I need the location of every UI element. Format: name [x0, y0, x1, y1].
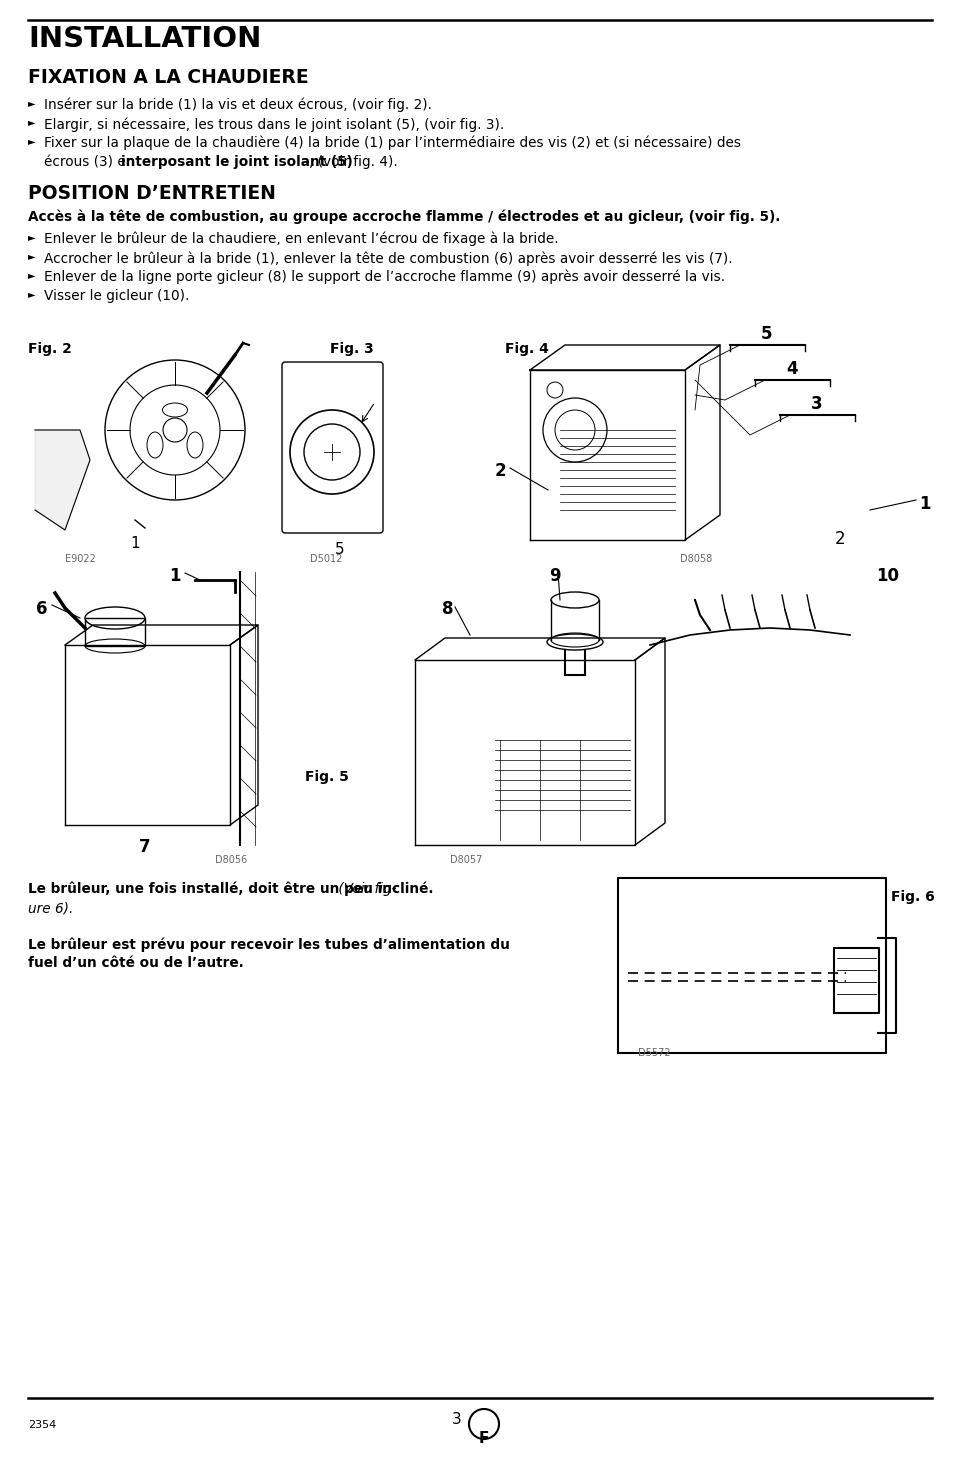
- Text: Le brûleur est prévu pour recevoir les tubes d’alimentation du: Le brûleur est prévu pour recevoir les t…: [28, 937, 510, 951]
- Text: D8056: D8056: [215, 855, 248, 865]
- Text: F: F: [479, 1430, 490, 1446]
- Text: 6: 6: [36, 600, 48, 618]
- Text: D5572: D5572: [638, 1048, 671, 1058]
- Text: Accrocher le brûleur à la bride (1), enlever la tête de combustion (6) après avo: Accrocher le brûleur à la bride (1), enl…: [44, 251, 732, 266]
- Text: Insérer sur la bride (1) la vis et deux écrous, (voir fig. 2).: Insérer sur la bride (1) la vis et deux …: [44, 98, 432, 112]
- Text: ►: ►: [28, 270, 36, 281]
- Text: ►: ►: [28, 136, 36, 146]
- Text: Visser le gicleur (10).: Visser le gicleur (10).: [44, 289, 189, 302]
- Text: Fig. 5: Fig. 5: [305, 770, 348, 785]
- Text: 1: 1: [920, 495, 931, 513]
- Ellipse shape: [147, 432, 163, 457]
- Polygon shape: [35, 430, 90, 530]
- Text: fuel d’un côté ou de l’autre.: fuel d’un côté ou de l’autre.: [28, 955, 244, 970]
- Ellipse shape: [162, 403, 187, 416]
- Text: interposant le joint isolant (5): interposant le joint isolant (5): [121, 155, 352, 169]
- Text: ►: ►: [28, 117, 36, 127]
- Text: 2: 2: [834, 530, 846, 548]
- Text: D8058: D8058: [680, 554, 712, 564]
- Text: Fixer sur la plaque de la chaudière (4) la bride (1) par l’intermédiaire des vis: Fixer sur la plaque de la chaudière (4) …: [44, 136, 741, 150]
- Text: 1: 1: [131, 536, 140, 551]
- Text: Fig. 4: Fig. 4: [505, 342, 549, 356]
- Text: ►: ►: [28, 98, 36, 108]
- Text: 2: 2: [494, 462, 506, 481]
- Text: ►: ►: [28, 232, 36, 243]
- Text: (Voir fig-: (Voir fig-: [334, 882, 396, 896]
- Text: INSTALLATION: INSTALLATION: [28, 25, 261, 53]
- Text: ►: ►: [28, 251, 36, 262]
- Text: Enlever de la ligne porte gicleur (8) le support de l’accroche flamme (9) après : Enlever de la ligne porte gicleur (8) le…: [44, 270, 725, 285]
- Circle shape: [163, 418, 187, 443]
- Text: POSITION D’ENTRETIEN: POSITION D’ENTRETIEN: [28, 184, 276, 203]
- Text: E9022: E9022: [65, 554, 96, 564]
- Text: 1: 1: [169, 567, 180, 584]
- Text: Elargir, si nécessaire, les trous dans le joint isolant (5), (voir fig. 3).: Elargir, si nécessaire, les trous dans l…: [44, 117, 504, 131]
- Text: Accès à la tête de combustion, au groupe accroche flamme / électrodes et au gicl: Accès à la tête de combustion, au groupe…: [28, 210, 780, 225]
- Text: FIXATION A LA CHAUDIERE: FIXATION A LA CHAUDIERE: [28, 69, 308, 88]
- Text: 3: 3: [452, 1411, 462, 1427]
- Text: D8057: D8057: [450, 855, 482, 865]
- Text: Enlever le brûleur de la chaudiere, en enlevant l’écrou de fixage à la bride.: Enlever le brûleur de la chaudiere, en e…: [44, 232, 559, 247]
- Text: Fig. 6: Fig. 6: [891, 890, 935, 904]
- Text: , (voir fig. 4).: , (voir fig. 4).: [309, 155, 398, 169]
- Text: 2354: 2354: [28, 1420, 57, 1430]
- Ellipse shape: [187, 432, 203, 457]
- Text: écrous (3) en: écrous (3) en: [44, 155, 139, 169]
- Text: 4: 4: [786, 359, 798, 378]
- Text: ►: ►: [28, 289, 36, 300]
- Text: 8: 8: [443, 600, 454, 618]
- Text: 10: 10: [876, 567, 900, 584]
- Text: 3: 3: [811, 394, 823, 413]
- Text: Fig. 2: Fig. 2: [28, 342, 72, 356]
- Text: Le brûleur, une fois installé, doit être un peu incliné.: Le brûleur, une fois installé, doit être…: [28, 882, 434, 897]
- Text: D5012: D5012: [310, 554, 343, 564]
- Text: 7: 7: [139, 839, 151, 856]
- Bar: [85, 618, 145, 646]
- Text: ure 6).: ure 6).: [28, 901, 73, 915]
- Text: Fig. 3: Fig. 3: [330, 342, 373, 356]
- Text: 5: 5: [761, 324, 773, 343]
- Text: 9: 9: [549, 567, 561, 584]
- Text: 5: 5: [335, 542, 345, 557]
